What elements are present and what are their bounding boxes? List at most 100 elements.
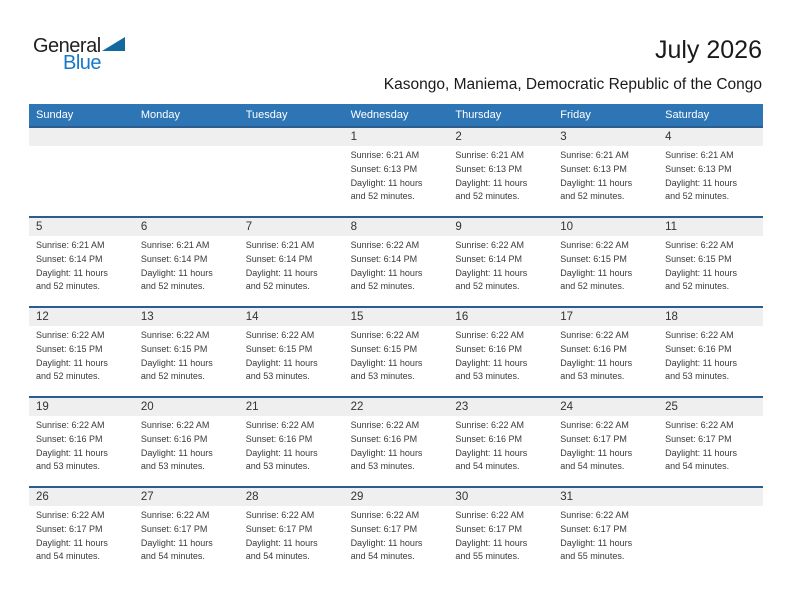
sunrise-line: Sunrise: 6:22 AM bbox=[245, 330, 315, 340]
calendar-weeks: 1 Sunrise: 6:21 AM Sunset: 6:13 PM Daylight… bbox=[29, 126, 763, 576]
day-number: 23 bbox=[448, 398, 554, 416]
daylight-line-2: and 52 minutes. bbox=[455, 281, 520, 292]
day-number bbox=[658, 488, 763, 506]
day-cell-29: 29 Sunrise: 6:22 AM Sunset: 6:17 PM Dayligh… bbox=[343, 488, 449, 576]
day-cell-13: 13 Sunrise: 6:22 AM Sunset: 6:15 PM Dayligh… bbox=[133, 308, 239, 396]
day-number: 7 bbox=[238, 218, 344, 236]
day-cell-11: 11 Sunrise: 6:22 AM Sunset: 6:15 PM Dayligh… bbox=[658, 218, 763, 306]
sunrise-line: Sunrise: 6:22 AM bbox=[455, 420, 524, 430]
sunset-line: Sunset: 6:16 PM bbox=[245, 433, 313, 444]
day-cell-24: 24 Sunrise: 6:22 AM Sunset: 6:17 PM Dayligh… bbox=[553, 398, 659, 486]
daylight-line-2: and 54 minutes. bbox=[665, 461, 730, 472]
week-row: 19 Sunrise: 6:22 AM Sunset: 6:16 PM Dayligh… bbox=[29, 396, 763, 486]
sunset-line: Sunset: 6:16 PM bbox=[560, 343, 627, 354]
day-cell-21: 21 Sunrise: 6:22 AM Sunset: 6:16 PM Dayligh… bbox=[238, 398, 344, 486]
day-cell-15: 15 Sunrise: 6:22 AM Sunset: 6:15 PM Dayligh… bbox=[343, 308, 449, 396]
sunset-line: Sunset: 6:16 PM bbox=[36, 433, 103, 444]
sunset-line: Sunset: 6:13 PM bbox=[560, 163, 627, 174]
day-cell-14: 14 Sunrise: 6:22 AM Sunset: 6:15 PM Dayligh… bbox=[238, 308, 344, 396]
daylight-line-1: Daylight: 11 hours bbox=[665, 447, 738, 458]
sunset-line: Sunset: 6:17 PM bbox=[665, 433, 732, 444]
day-cell-9: 9 Sunrise: 6:22 AM Sunset: 6:14 PM Daylight… bbox=[448, 218, 554, 306]
sunrise-line: Sunrise: 6:22 AM bbox=[36, 510, 105, 520]
sunset-line: Sunset: 6:16 PM bbox=[455, 433, 522, 444]
sunset-line: Sunset: 6:15 PM bbox=[665, 253, 732, 264]
day-number: 25 bbox=[658, 398, 763, 416]
daylight-line-1: Daylight: 11 hours bbox=[350, 177, 423, 188]
sunrise-line: Sunrise: 6:22 AM bbox=[140, 330, 210, 340]
daylight-line-1: Daylight: 11 hours bbox=[245, 537, 318, 548]
sunrise-line: Sunrise: 6:22 AM bbox=[140, 420, 210, 430]
sunset-line: Sunset: 6:16 PM bbox=[455, 343, 522, 354]
daylight-line-2: and 54 minutes. bbox=[350, 551, 415, 562]
week-row: 1 Sunrise: 6:21 AM Sunset: 6:13 PM Daylight… bbox=[29, 126, 763, 216]
daylight-line-1: Daylight: 11 hours bbox=[560, 357, 633, 368]
day-cell-1: 1 Sunrise: 6:21 AM Sunset: 6:13 PM Daylight… bbox=[343, 128, 449, 216]
day-number: 26 bbox=[29, 488, 134, 506]
day-info: Sunrise: 6:21 AM Sunset: 6:14 PM Daylight:… bbox=[239, 236, 344, 294]
daylight-line-2: and 55 minutes. bbox=[455, 551, 520, 562]
day-info: Sunrise: 6:22 AM Sunset: 6:15 PM Daylight:… bbox=[239, 326, 344, 384]
sunrise-line: Sunrise: 6:21 AM bbox=[350, 150, 420, 160]
logo-top-row: General bbox=[33, 36, 125, 56]
sunrise-line: Sunrise: 6:22 AM bbox=[36, 330, 105, 340]
day-cell-12: 12 Sunrise: 6:22 AM Sunset: 6:15 PM Dayligh… bbox=[29, 308, 134, 396]
day-number bbox=[133, 128, 239, 146]
sunrise-line: Sunrise: 6:22 AM bbox=[560, 240, 629, 250]
day-cell-empty bbox=[29, 128, 134, 216]
sunset-line: Sunset: 6:17 PM bbox=[350, 523, 418, 534]
daylight-line-2: and 55 minutes. bbox=[560, 551, 625, 562]
day-number: 24 bbox=[553, 398, 659, 416]
day-info: Sunrise: 6:21 AM Sunset: 6:13 PM Daylight:… bbox=[658, 146, 763, 204]
day-info: Sunrise: 6:22 AM Sunset: 6:15 PM Daylight:… bbox=[344, 326, 449, 384]
day-cell-10: 10 Sunrise: 6:22 AM Sunset: 6:15 PM Dayligh… bbox=[553, 218, 659, 306]
daylight-line-1: Daylight: 11 hours bbox=[245, 267, 318, 278]
sunrise-line: Sunrise: 6:22 AM bbox=[560, 420, 629, 430]
daylight-line-1: Daylight: 11 hours bbox=[36, 357, 108, 368]
day-number: 10 bbox=[553, 218, 659, 236]
page-header: General Blue July 2026 Kasongo, Maniema,… bbox=[0, 0, 792, 104]
daylight-line-1: Daylight: 11 hours bbox=[455, 537, 528, 548]
day-info: Sunrise: 6:22 AM Sunset: 6:17 PM Daylight:… bbox=[448, 506, 553, 564]
daylight-line-1: Daylight: 11 hours bbox=[665, 267, 738, 278]
sunset-line: Sunset: 6:16 PM bbox=[350, 433, 418, 444]
sunrise-line: Sunrise: 6:22 AM bbox=[245, 420, 315, 430]
day-info: Sunrise: 6:22 AM Sunset: 6:17 PM Daylight:… bbox=[239, 506, 344, 564]
daylight-line-1: Daylight: 11 hours bbox=[455, 177, 528, 188]
daylight-line-1: Daylight: 11 hours bbox=[665, 357, 738, 368]
day-cell-18: 18 Sunrise: 6:22 AM Sunset: 6:16 PM Dayligh… bbox=[658, 308, 763, 396]
daylight-line-2: and 53 minutes. bbox=[140, 461, 205, 472]
sunset-line: Sunset: 6:17 PM bbox=[245, 523, 313, 534]
day-cell-30: 30 Sunrise: 6:22 AM Sunset: 6:17 PM Dayligh… bbox=[448, 488, 554, 576]
sunrise-line: Sunrise: 6:22 AM bbox=[665, 240, 734, 250]
sunset-line: Sunset: 6:17 PM bbox=[36, 523, 103, 534]
day-number: 22 bbox=[343, 398, 449, 416]
sunrise-line: Sunrise: 6:22 AM bbox=[350, 240, 420, 250]
sunrise-line: Sunrise: 6:22 AM bbox=[665, 330, 734, 340]
day-info: Sunrise: 6:21 AM Sunset: 6:14 PM Daylight:… bbox=[29, 236, 134, 294]
daylight-line-1: Daylight: 11 hours bbox=[455, 447, 528, 458]
sunrise-line: Sunrise: 6:22 AM bbox=[560, 510, 629, 520]
day-info: Sunrise: 6:22 AM Sunset: 6:16 PM Daylight:… bbox=[29, 416, 134, 474]
week-row: 5 Sunrise: 6:21 AM Sunset: 6:14 PM Daylight… bbox=[29, 216, 763, 306]
day-cell-28: 28 Sunrise: 6:22 AM Sunset: 6:17 PM Dayligh… bbox=[238, 488, 344, 576]
day-cell-5: 5 Sunrise: 6:21 AM Sunset: 6:14 PM Daylight… bbox=[29, 218, 134, 306]
daylight-line-1: Daylight: 11 hours bbox=[455, 267, 528, 278]
daylight-line-2: and 52 minutes. bbox=[245, 281, 310, 292]
day-info: Sunrise: 6:21 AM Sunset: 6:13 PM Daylight:… bbox=[553, 146, 658, 204]
daylight-line-1: Daylight: 11 hours bbox=[245, 447, 318, 458]
sunrise-line: Sunrise: 6:22 AM bbox=[455, 510, 524, 520]
daylight-line-1: Daylight: 11 hours bbox=[140, 267, 213, 278]
sunrise-line: Sunrise: 6:22 AM bbox=[140, 510, 210, 520]
sunset-line: Sunset: 6:13 PM bbox=[455, 163, 522, 174]
daylight-line-1: Daylight: 11 hours bbox=[560, 537, 633, 548]
sunrise-line: Sunrise: 6:22 AM bbox=[245, 510, 315, 520]
day-number: 29 bbox=[343, 488, 449, 506]
day-number: 11 bbox=[658, 218, 763, 236]
sunset-line: Sunset: 6:14 PM bbox=[245, 253, 313, 264]
daylight-line-1: Daylight: 11 hours bbox=[350, 537, 423, 548]
day-info: Sunrise: 6:21 AM Sunset: 6:13 PM Daylight:… bbox=[448, 146, 553, 204]
day-cell-20: 20 Sunrise: 6:22 AM Sunset: 6:16 PM Dayligh… bbox=[133, 398, 239, 486]
day-cell-empty bbox=[658, 488, 763, 576]
sunrise-line: Sunrise: 6:22 AM bbox=[36, 420, 105, 430]
